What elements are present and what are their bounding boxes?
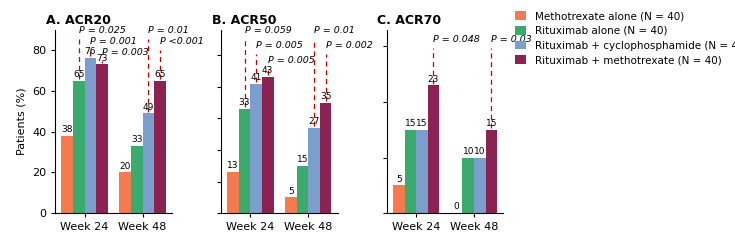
Text: 23: 23 [428, 75, 440, 84]
Text: P = 0.048: P = 0.048 [434, 35, 480, 44]
Text: P = 0.01: P = 0.01 [148, 26, 189, 35]
Text: 15: 15 [297, 155, 308, 164]
Bar [320, 102, 331, 213]
Text: 43: 43 [262, 66, 273, 75]
Text: P = 0.03: P = 0.03 [492, 35, 532, 44]
Bar [119, 173, 131, 213]
Text: 13: 13 [227, 161, 239, 170]
Bar [73, 81, 85, 213]
Bar [428, 85, 440, 213]
Y-axis label: Patients (%): Patients (%) [16, 88, 26, 155]
Bar [251, 84, 262, 213]
Text: P = 0.059: P = 0.059 [245, 26, 291, 35]
Bar [393, 186, 404, 213]
Text: 10: 10 [462, 147, 474, 156]
Text: 0: 0 [453, 202, 459, 212]
Bar [96, 64, 108, 213]
Bar [85, 58, 96, 213]
Text: 10: 10 [474, 147, 486, 156]
Text: 76: 76 [85, 47, 96, 57]
Bar [61, 136, 73, 213]
Text: P = 0.005: P = 0.005 [268, 56, 315, 65]
Bar [154, 81, 165, 213]
Bar [143, 113, 154, 213]
Bar [131, 146, 143, 213]
Text: 15: 15 [404, 119, 416, 128]
Text: 38: 38 [61, 125, 73, 134]
Text: 20: 20 [119, 162, 131, 171]
Text: P = 0.005: P = 0.005 [256, 41, 303, 50]
Text: 49: 49 [143, 102, 154, 112]
Text: 65: 65 [154, 70, 165, 79]
Text: C. ACR70: C. ACR70 [377, 14, 442, 27]
Text: 15: 15 [486, 119, 498, 128]
Text: 73: 73 [96, 54, 107, 62]
Bar [404, 130, 416, 213]
Text: 15: 15 [416, 119, 428, 128]
Text: 5: 5 [396, 175, 401, 184]
Bar [297, 166, 308, 213]
Text: A. ACR20: A. ACR20 [46, 14, 111, 27]
Text: P = 0.025: P = 0.025 [79, 26, 126, 35]
Text: B. ACR50: B. ACR50 [212, 14, 276, 27]
Text: 35: 35 [320, 92, 331, 101]
Bar [416, 130, 428, 213]
Text: 27: 27 [309, 117, 320, 126]
Bar [285, 197, 297, 213]
Text: 5: 5 [288, 187, 294, 196]
Text: P = 0.01: P = 0.01 [314, 26, 355, 35]
Bar [486, 130, 498, 213]
Text: P = 0.002: P = 0.002 [326, 41, 373, 50]
Text: 65: 65 [73, 70, 85, 79]
Bar [239, 109, 251, 213]
Text: 33: 33 [239, 98, 250, 107]
Text: P = 0.001: P = 0.001 [90, 37, 137, 46]
Bar [308, 128, 320, 213]
Text: 33: 33 [131, 135, 143, 144]
Legend: Methotrexate alone (N = 40), Rituximab alone (N = 40), Rituximab + cyclophospham: Methotrexate alone (N = 40), Rituximab a… [514, 10, 735, 66]
Bar [474, 158, 486, 213]
Text: P = 0.003: P = 0.003 [102, 48, 148, 57]
Text: P <0.001: P <0.001 [160, 37, 204, 46]
Bar [227, 172, 239, 213]
Bar [262, 77, 273, 213]
Bar [462, 158, 474, 213]
Text: 41: 41 [251, 73, 262, 82]
